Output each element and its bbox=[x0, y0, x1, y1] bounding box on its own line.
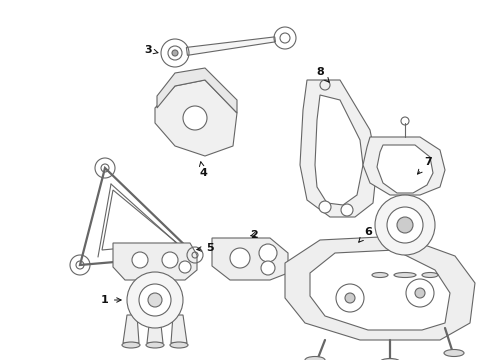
Circle shape bbox=[345, 293, 354, 303]
Ellipse shape bbox=[146, 342, 163, 348]
Circle shape bbox=[148, 293, 162, 307]
Circle shape bbox=[261, 261, 274, 275]
Ellipse shape bbox=[393, 273, 415, 278]
Text: 3: 3 bbox=[144, 45, 158, 55]
Polygon shape bbox=[102, 190, 177, 250]
Text: 5: 5 bbox=[197, 243, 213, 253]
Circle shape bbox=[405, 279, 433, 307]
Circle shape bbox=[183, 106, 206, 130]
Text: 6: 6 bbox=[358, 227, 371, 242]
Text: 1: 1 bbox=[101, 295, 121, 305]
Circle shape bbox=[414, 288, 424, 298]
Circle shape bbox=[139, 284, 171, 316]
Circle shape bbox=[340, 204, 352, 216]
Circle shape bbox=[162, 252, 178, 268]
Text: 8: 8 bbox=[315, 67, 328, 82]
Circle shape bbox=[335, 284, 363, 312]
Ellipse shape bbox=[122, 342, 140, 348]
Polygon shape bbox=[362, 137, 444, 195]
Polygon shape bbox=[171, 315, 186, 343]
Polygon shape bbox=[394, 253, 414, 273]
Polygon shape bbox=[123, 315, 139, 343]
Circle shape bbox=[386, 207, 422, 243]
Ellipse shape bbox=[170, 342, 187, 348]
Ellipse shape bbox=[421, 273, 437, 278]
Polygon shape bbox=[309, 250, 449, 330]
Polygon shape bbox=[186, 37, 275, 55]
Polygon shape bbox=[285, 236, 474, 340]
Circle shape bbox=[259, 244, 276, 262]
Polygon shape bbox=[147, 325, 163, 343]
Circle shape bbox=[374, 195, 434, 255]
Polygon shape bbox=[113, 243, 197, 280]
Ellipse shape bbox=[305, 356, 325, 360]
Polygon shape bbox=[422, 253, 436, 273]
Text: 4: 4 bbox=[199, 162, 206, 178]
Polygon shape bbox=[155, 80, 237, 156]
Polygon shape bbox=[157, 68, 237, 113]
Polygon shape bbox=[212, 238, 287, 280]
Text: 7: 7 bbox=[417, 157, 431, 174]
Polygon shape bbox=[299, 80, 376, 217]
Polygon shape bbox=[376, 145, 432, 193]
Circle shape bbox=[318, 201, 330, 213]
Circle shape bbox=[179, 261, 191, 273]
Polygon shape bbox=[372, 253, 386, 273]
Ellipse shape bbox=[371, 273, 387, 278]
Circle shape bbox=[127, 272, 183, 328]
Ellipse shape bbox=[379, 359, 399, 360]
Ellipse shape bbox=[443, 350, 463, 356]
Circle shape bbox=[132, 252, 148, 268]
Circle shape bbox=[172, 50, 178, 56]
Circle shape bbox=[396, 217, 412, 233]
Polygon shape bbox=[314, 95, 362, 205]
Text: 2: 2 bbox=[250, 230, 257, 240]
Circle shape bbox=[229, 248, 249, 268]
